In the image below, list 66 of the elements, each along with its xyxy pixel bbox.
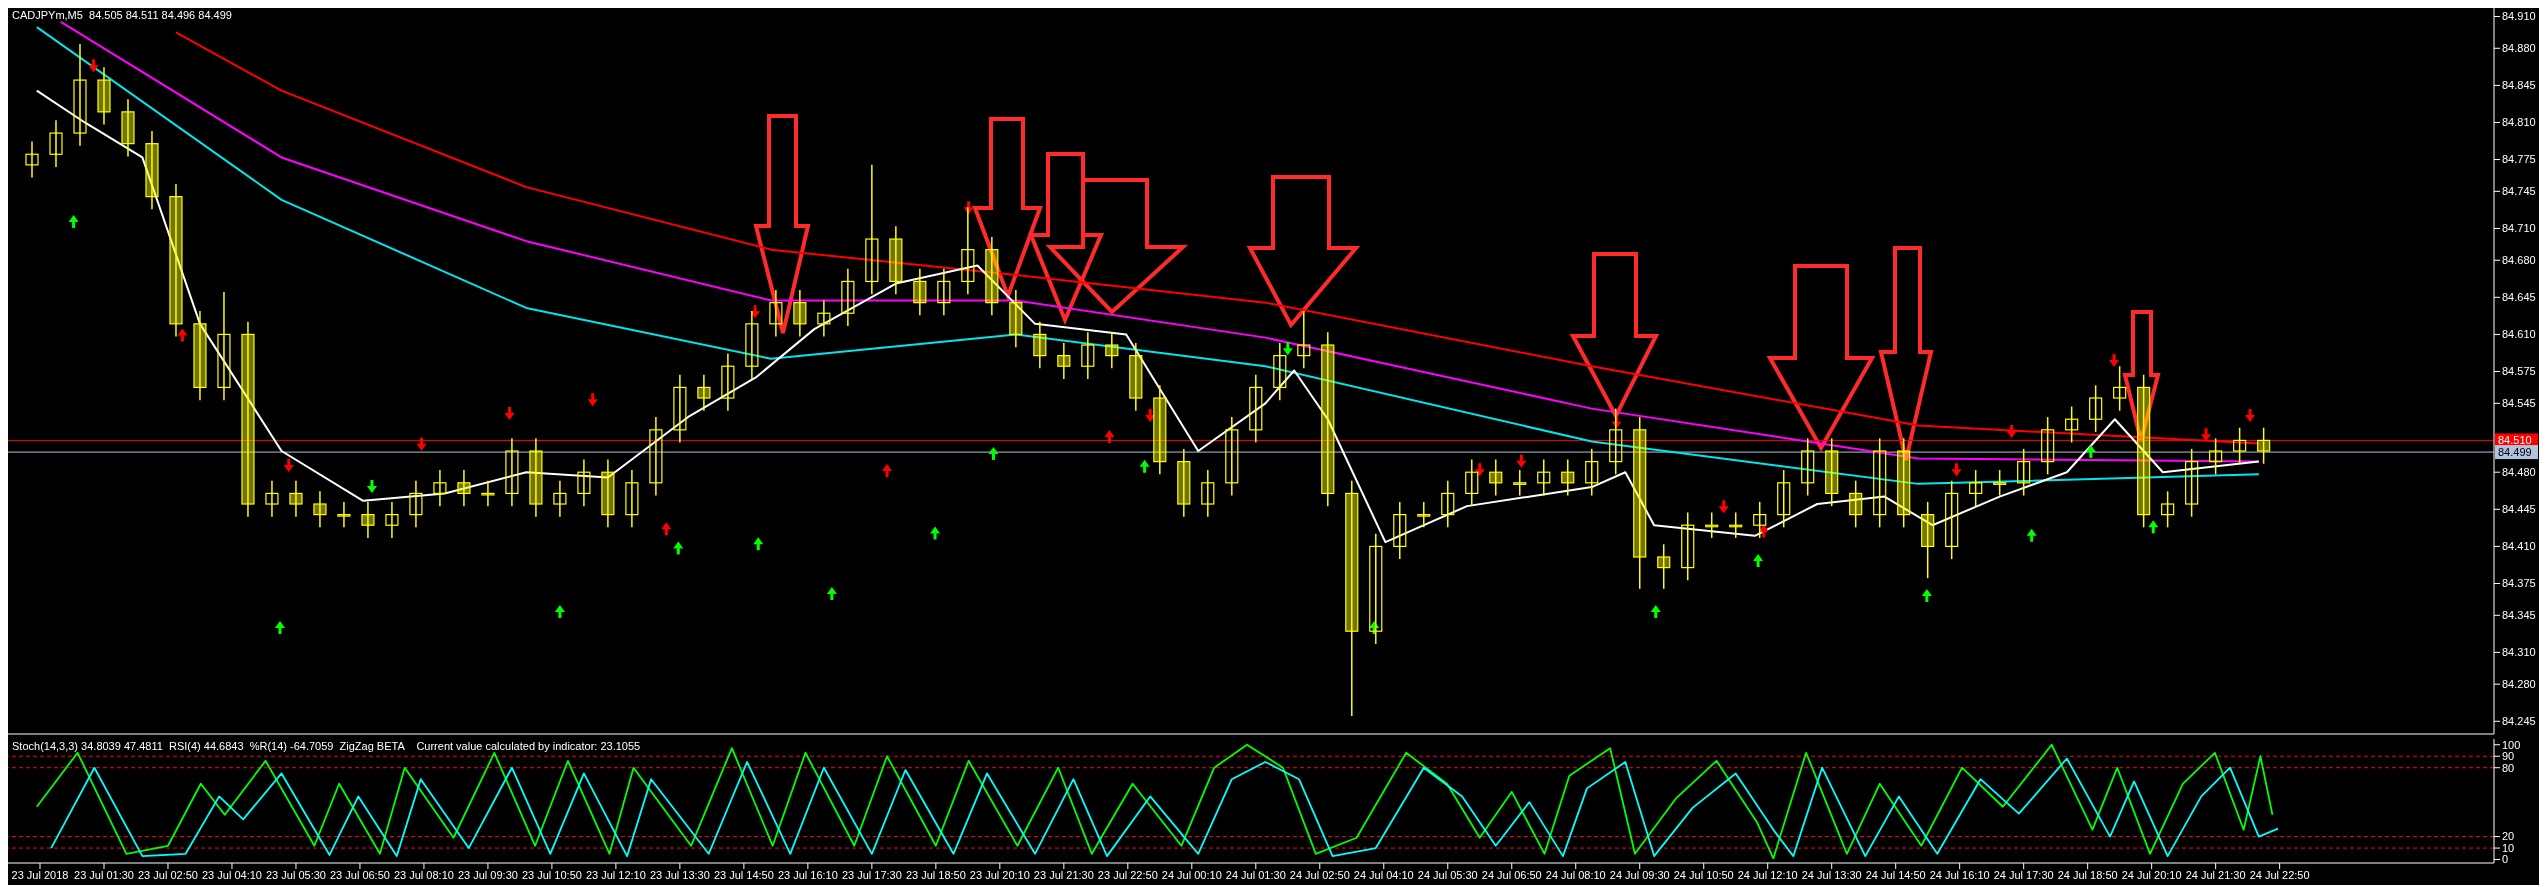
x-tick-label: 23 Jul 09:30 xyxy=(457,868,518,881)
x-tick-label: 23 Jul 21:30 xyxy=(1033,868,1094,881)
x-tick-label: 23 Jul 17:30 xyxy=(841,868,902,881)
x-tick-label: 23 Jul 02:50 xyxy=(138,868,198,881)
x-tick-label: 24 Jul 14:50 xyxy=(1865,868,1926,881)
x-tick-label: 24 Jul 01:30 xyxy=(1225,868,1286,881)
x-tick-label: 23 Jul 2018 xyxy=(11,868,69,881)
x-tick-label: 24 Jul 21:30 xyxy=(2185,868,2246,881)
x-tick-label: 24 Jul 22:50 xyxy=(2249,868,2310,881)
y-tick-label: 84.410 xyxy=(2502,540,2536,553)
y-tick-label: 84.645 xyxy=(2502,291,2536,304)
x-tick-label: 24 Jul 05:30 xyxy=(1417,868,1478,881)
y-tick-label: 100 xyxy=(2502,738,2521,751)
y-tick-label: 84.375 xyxy=(2502,577,2536,590)
y-tick-label: 84.310 xyxy=(2502,646,2536,659)
ref-line-label: 84.499 xyxy=(2498,446,2532,459)
y-tick-label: 90 xyxy=(2502,750,2515,763)
x-tick-label: 24 Jul 12:10 xyxy=(1737,868,1798,881)
x-tick-label: 24 Jul 09:30 xyxy=(1609,868,1670,881)
x-tick-label: 24 Jul 02:50 xyxy=(1289,868,1350,881)
x-tick-label: 24 Jul 13:30 xyxy=(1801,868,1862,881)
y-tick-label: 84.345 xyxy=(2502,609,2536,622)
x-tick-label: 23 Jul 16:10 xyxy=(777,868,838,881)
y-tick-label: 80 xyxy=(2502,761,2515,774)
x-tick-label: 23 Jul 08:10 xyxy=(393,868,454,881)
y-tick-label: 84.245 xyxy=(2502,715,2536,728)
x-tick-label: 23 Jul 13:30 xyxy=(649,868,710,881)
x-tick-label: 23 Jul 10:50 xyxy=(521,868,582,881)
x-tick-label: 24 Jul 10:50 xyxy=(1673,868,1734,881)
x-tick-label: 23 Jul 12:10 xyxy=(585,868,646,881)
y-tick-label: 84.710 xyxy=(2502,222,2536,235)
x-tick-label: 24 Jul 00:10 xyxy=(1161,868,1222,881)
x-tick-label: 23 Jul 20:10 xyxy=(969,868,1030,881)
x-tick-label: 23 Jul 05:30 xyxy=(265,868,326,881)
ref-line-label: 84.510 xyxy=(2498,434,2532,447)
y-tick-label: 84.575 xyxy=(2502,365,2536,378)
chart-title: Stoch(14,3,3) 34.8039 47.4811 RSI(4) 44.6843 %R(14) -64.7059 ZigZag BETA Current value calculated by indicator: 23.1055 xyxy=(12,740,641,752)
x-tick-label: 23 Jul 04:10 xyxy=(202,868,262,881)
y-tick-label: 84.545 xyxy=(2502,397,2536,410)
x-tick-label: 23 Jul 01:30 xyxy=(74,868,134,881)
x-tick-label: 23 Jul 18:50 xyxy=(905,868,966,881)
x-tick-label: 24 Jul 20:10 xyxy=(2121,868,2182,881)
y-tick-label: 84.810 xyxy=(2502,116,2536,129)
chart-title: CADJPYm,M5 84.505 84.511 84.496 84.499 xyxy=(12,9,232,21)
x-tick-label: 23 Jul 14:50 xyxy=(713,868,774,881)
y-tick-label: 84.745 xyxy=(2502,185,2536,198)
x-tick-label: 24 Jul 17:30 xyxy=(1993,868,2054,881)
y-tick-label: 20 xyxy=(2502,830,2515,843)
y-tick-label: 84.775 xyxy=(2502,153,2536,166)
y-tick-label: 10 xyxy=(2502,841,2515,854)
y-tick-label: 84.680 xyxy=(2502,254,2536,267)
y-tick-label: 84.610 xyxy=(2502,328,2536,341)
y-tick-label: 84.880 xyxy=(2502,42,2536,55)
x-tick-label: 24 Jul 08:10 xyxy=(1545,868,1606,881)
y-tick-label: 84.480 xyxy=(2502,466,2536,479)
y-tick-label: 84.445 xyxy=(2502,503,2536,516)
x-tick-label: 24 Jul 16:10 xyxy=(1929,868,1990,881)
y-tick-label: 84.280 xyxy=(2502,678,2536,691)
x-tick-label: 24 Jul 04:10 xyxy=(1353,868,1414,881)
x-tick-label: 23 Jul 22:50 xyxy=(1097,868,1158,881)
x-tick-label: 23 Jul 06:50 xyxy=(329,868,390,881)
y-tick-label: 0 xyxy=(2502,853,2509,866)
y-tick-label: 84.845 xyxy=(2502,79,2536,92)
x-tick-label: 24 Jul 18:50 xyxy=(2057,868,2118,881)
x-tick-label: 24 Jul 06:50 xyxy=(1481,868,1542,881)
y-tick-label: 84.910 xyxy=(2502,10,2536,23)
